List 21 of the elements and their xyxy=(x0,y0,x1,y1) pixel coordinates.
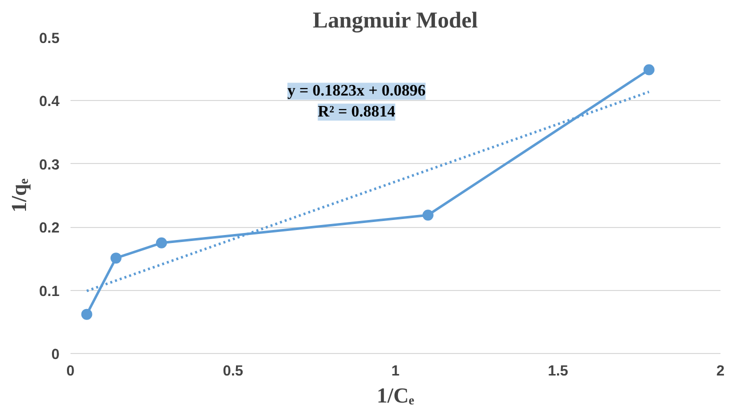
y-tick-label: 0.2 xyxy=(39,220,60,237)
y-tick-label: 0.4 xyxy=(39,94,60,110)
point xyxy=(644,64,654,76)
y-tick-label: 0.1 xyxy=(39,284,60,300)
y-tick-label: 0.5 xyxy=(39,31,60,47)
point xyxy=(81,308,92,320)
annotation: y = 0.1823x + 0.0896 xyxy=(287,82,426,100)
y-tick-label: 0 xyxy=(51,347,60,363)
annotation: R² = 0.8814 xyxy=(318,104,396,121)
x-axis-title: 1/Cₑ xyxy=(376,384,415,408)
y-axis-title: 1/qₑ xyxy=(7,178,32,212)
chart-title: Langmuir Model xyxy=(312,8,478,32)
x-tick-label: 0 xyxy=(66,364,75,380)
point xyxy=(156,237,167,248)
point xyxy=(110,252,122,264)
point xyxy=(422,210,434,221)
x-tick-label: 0.5 xyxy=(222,364,244,380)
x-tick-label: 1.5 xyxy=(548,364,568,380)
y-tick-label: 0.3 xyxy=(39,157,60,174)
x-tick-label: 2 xyxy=(716,364,725,380)
x-tick-label: 1 xyxy=(391,364,400,380)
